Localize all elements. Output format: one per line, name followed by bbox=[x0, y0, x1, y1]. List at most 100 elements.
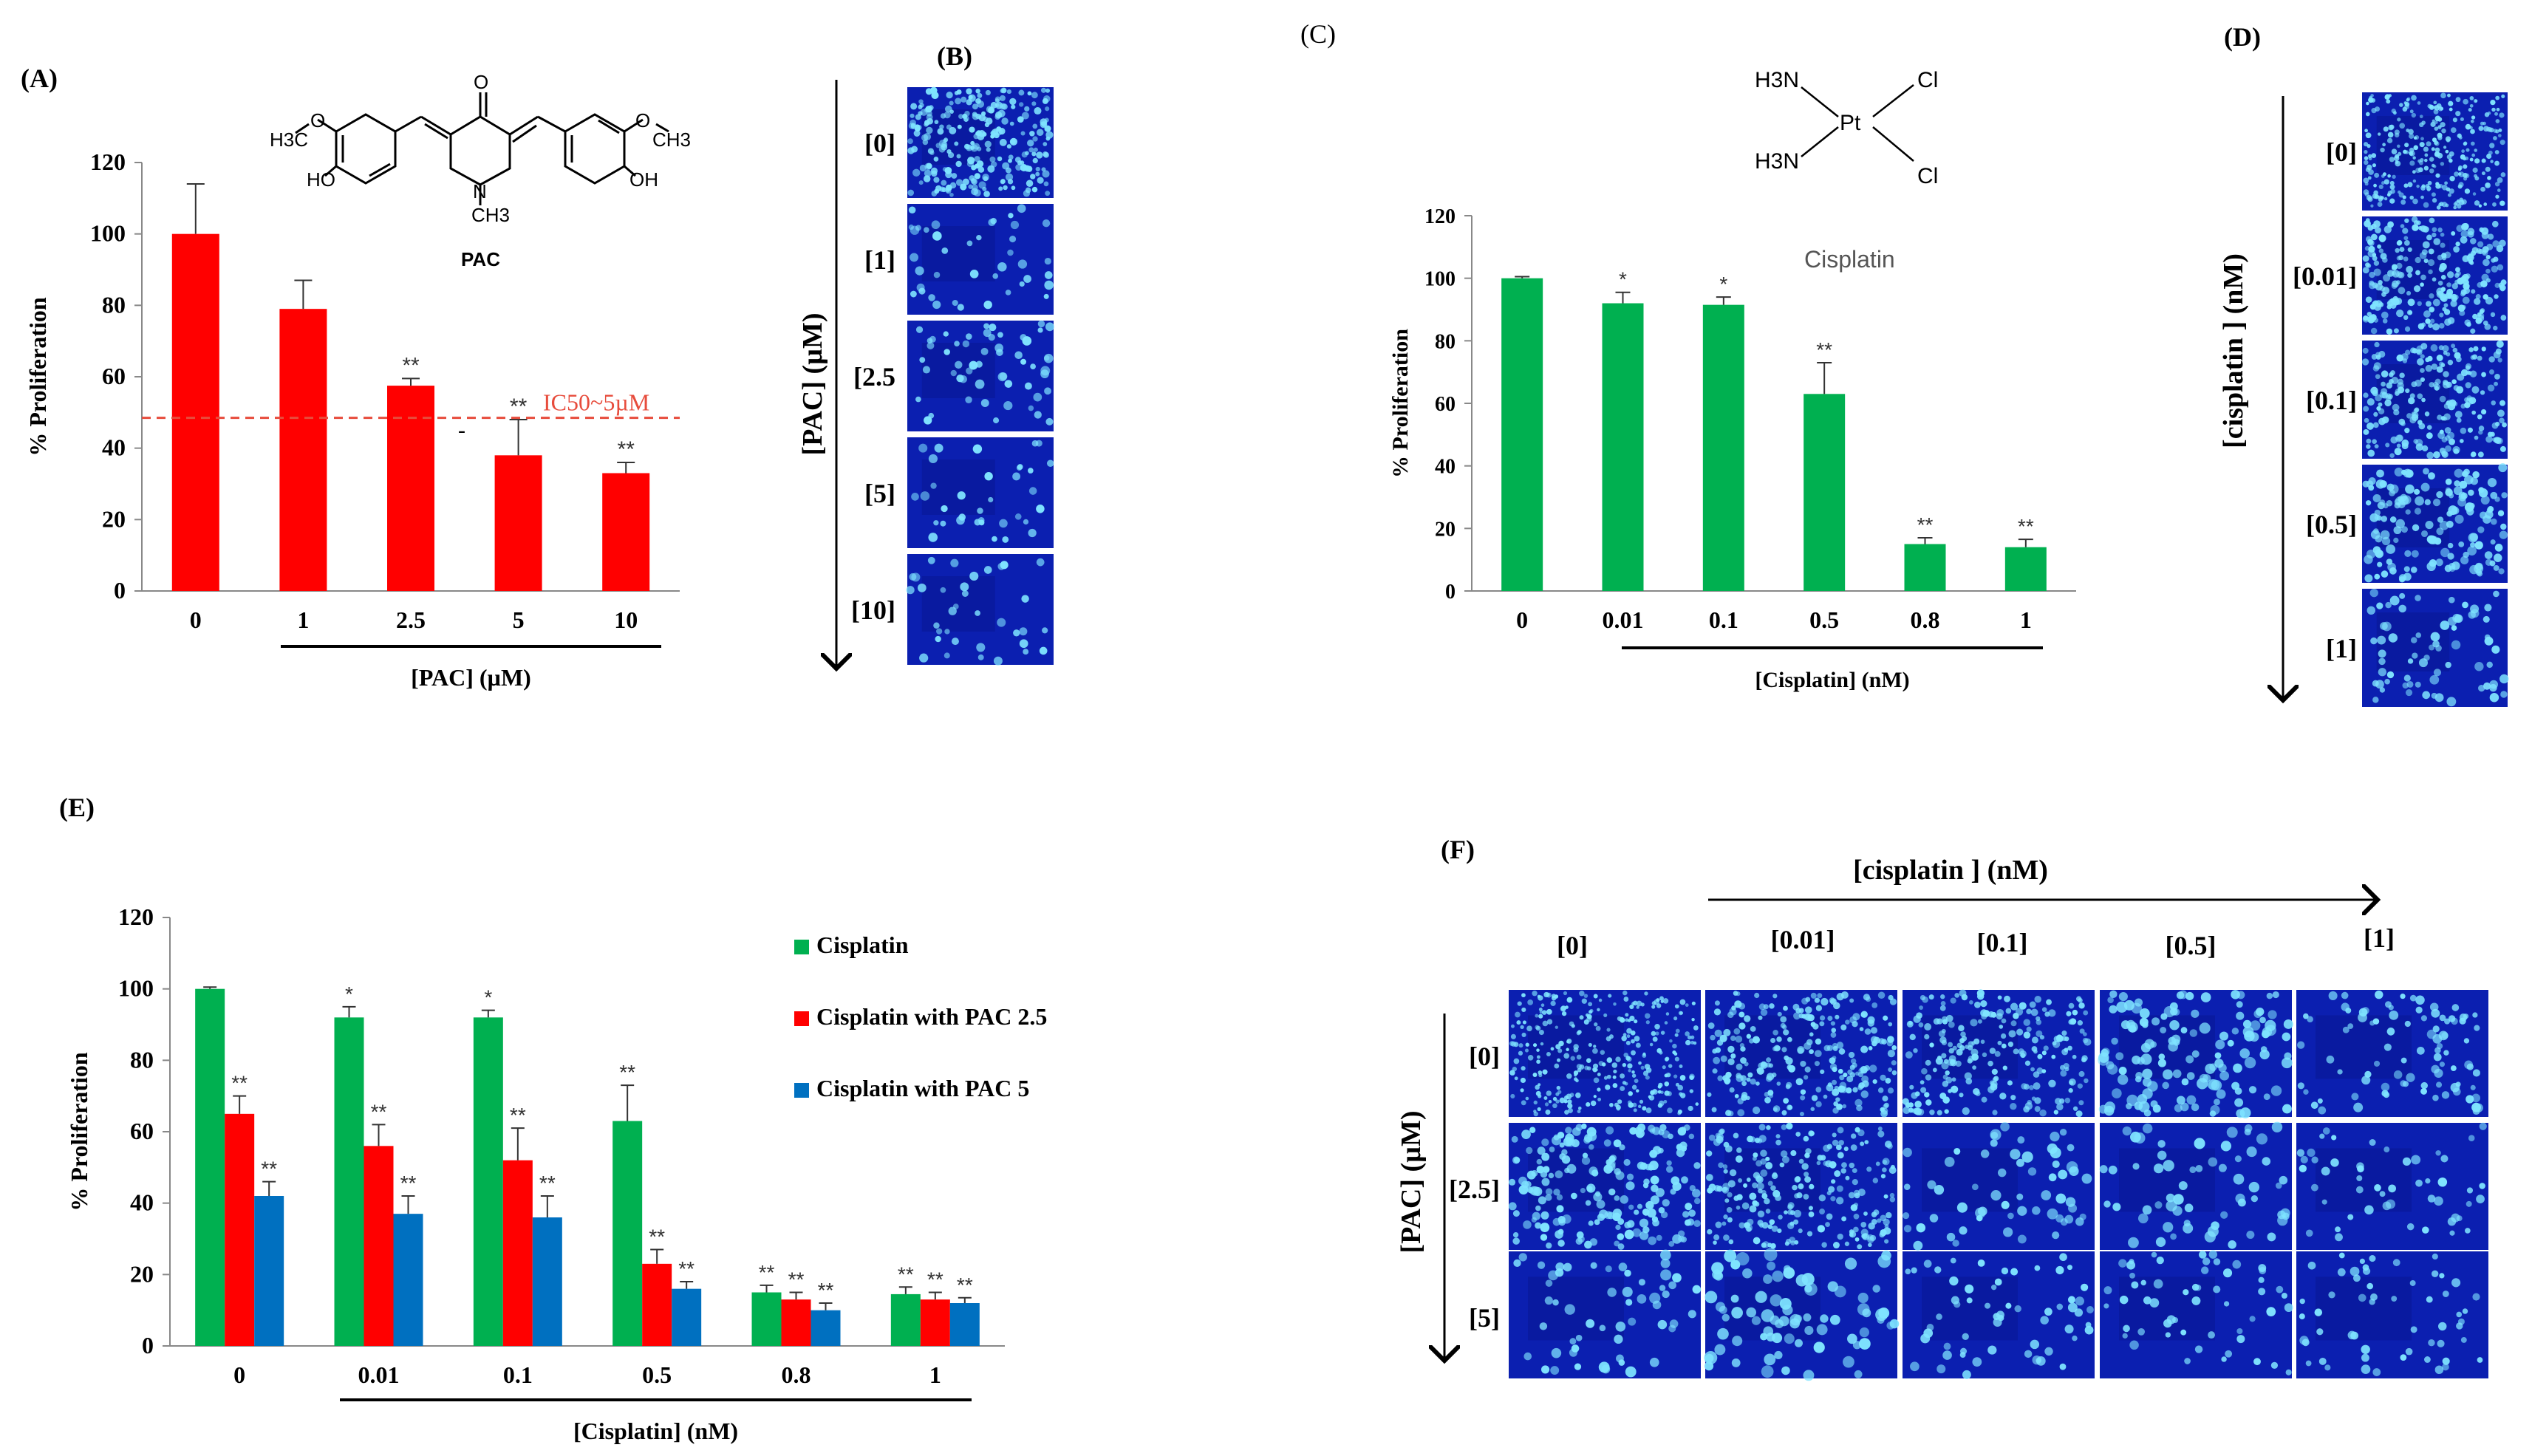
cell-nucleus bbox=[1672, 1050, 1676, 1055]
cell-nucleus bbox=[1685, 1003, 1689, 1007]
cell-nucleus bbox=[2440, 232, 2445, 237]
cell-nucleus bbox=[1794, 1176, 1801, 1183]
cell-nucleus bbox=[1027, 140, 1034, 147]
cell-nucleus bbox=[2472, 192, 2477, 196]
cell-nucleus bbox=[2477, 281, 2483, 288]
cell-nucleus bbox=[1854, 1127, 1860, 1132]
cell-nucleus bbox=[2319, 1133, 2325, 1139]
pac-ho-label: HO bbox=[307, 168, 335, 191]
cell-nucleus bbox=[1574, 1073, 1577, 1077]
cell-nucleus bbox=[1567, 1107, 1574, 1113]
cell-nucleus bbox=[2433, 100, 2437, 105]
cell-nucleus bbox=[2443, 1050, 2449, 1056]
cell-nucleus bbox=[2438, 361, 2444, 367]
cell-nucleus bbox=[1852, 1087, 1858, 1093]
cell-nucleus bbox=[2284, 1303, 2293, 1313]
cell-nucleus bbox=[2383, 1146, 2390, 1152]
cell-nucleus bbox=[2227, 1039, 2234, 1047]
cell-nucleus bbox=[2420, 195, 2424, 199]
cell-nucleus bbox=[949, 100, 954, 106]
cell-nucleus bbox=[1714, 1000, 1720, 1006]
cell-nucleus bbox=[1914, 1101, 1922, 1108]
significance-mark: ** bbox=[788, 1268, 805, 1291]
cell-nucleus bbox=[1725, 1110, 1732, 1116]
cell-nucleus bbox=[2486, 507, 2494, 513]
cell-nucleus bbox=[2424, 1356, 2431, 1363]
cell-nucleus bbox=[1854, 1098, 1863, 1107]
cell-nucleus bbox=[2393, 328, 2399, 334]
cell-nucleus bbox=[943, 331, 949, 337]
cell-nucleus bbox=[1545, 1188, 1553, 1196]
cell-nucleus bbox=[1864, 1028, 1871, 1035]
cell-nucleus bbox=[2376, 602, 2383, 609]
cell-nucleus bbox=[1552, 1096, 1557, 1101]
cell-nucleus bbox=[2371, 108, 2377, 114]
cell-nucleus bbox=[1780, 1022, 1786, 1028]
cell-nucleus bbox=[1631, 1073, 1637, 1078]
cell-nucleus bbox=[1809, 1032, 1814, 1037]
cell-nucleus bbox=[912, 168, 921, 177]
cell-nucleus bbox=[2451, 344, 2456, 349]
cell-nucleus bbox=[2431, 692, 2437, 699]
micrograph-image bbox=[1705, 1122, 1897, 1250]
cell-nucleus bbox=[1766, 1125, 1771, 1130]
cell-nucleus bbox=[1009, 236, 1017, 243]
cell-nucleus bbox=[2412, 156, 2416, 160]
cell-nucleus bbox=[1950, 1257, 1956, 1264]
cell-nucleus bbox=[1551, 1347, 1562, 1358]
cell-nucleus bbox=[1951, 1077, 1956, 1082]
cell-nucleus bbox=[2465, 382, 2471, 389]
cell-nucleus bbox=[1629, 1015, 1635, 1022]
cell-nucleus bbox=[2483, 682, 2491, 690]
cell-nucleus bbox=[2481, 273, 2489, 281]
cell-nucleus bbox=[2412, 652, 2418, 659]
cell-nucleus bbox=[1009, 98, 1017, 106]
cell-nucleus bbox=[1837, 1127, 1844, 1134]
cell-nucleus bbox=[1037, 177, 1044, 184]
cell-nucleus bbox=[1586, 1058, 1591, 1063]
cell-nucleus bbox=[1646, 1208, 1656, 1218]
cell-nucleus bbox=[2412, 224, 2419, 231]
cell-nucleus bbox=[1780, 1150, 1788, 1158]
cell-nucleus bbox=[1612, 1212, 1621, 1222]
cell-nucleus bbox=[2412, 524, 2420, 532]
cell-nucleus bbox=[2415, 443, 2423, 451]
cell-nucleus bbox=[2421, 445, 2429, 452]
cell-nucleus bbox=[998, 186, 1003, 191]
cell-nucleus bbox=[1814, 1050, 1822, 1058]
cell-nucleus bbox=[2365, 262, 2370, 267]
cell-nucleus bbox=[2448, 596, 2455, 604]
cell-nucleus bbox=[2064, 1325, 2074, 1334]
cell-nucleus bbox=[2456, 225, 2464, 232]
cell-nucleus bbox=[2372, 493, 2381, 503]
cell-nucleus bbox=[1763, 1274, 1772, 1284]
cell-nucleus bbox=[1688, 1310, 1696, 1319]
cell-nucleus bbox=[1570, 1056, 1575, 1061]
cell-nucleus bbox=[1727, 1217, 1733, 1223]
significance-mark: ** bbox=[678, 1257, 695, 1280]
cell-nucleus bbox=[2369, 271, 2375, 278]
cell-nucleus bbox=[1821, 1242, 1827, 1248]
cell-nucleus bbox=[1566, 1138, 1574, 1146]
cell-nucleus bbox=[2465, 123, 2471, 130]
cell-nucleus bbox=[2440, 106, 2444, 111]
cell-nucleus bbox=[1825, 1222, 1830, 1227]
cell-nucleus bbox=[2364, 1205, 2374, 1215]
cell-nucleus bbox=[2157, 1059, 2166, 1067]
cell-nucleus bbox=[2173, 1039, 2180, 1046]
cell-nucleus bbox=[2366, 438, 2372, 444]
cell-nucleus bbox=[1567, 1099, 1572, 1104]
cell-nucleus bbox=[1017, 259, 1028, 269]
cell-nucleus bbox=[2383, 1043, 2392, 1051]
cell-nucleus bbox=[1656, 998, 1660, 1002]
cell-nucleus bbox=[1932, 1067, 1937, 1073]
cell-nucleus bbox=[1593, 1045, 1597, 1048]
cell-nucleus bbox=[2420, 1087, 2428, 1095]
cell-nucleus bbox=[1835, 1014, 1840, 1019]
cell-nucleus bbox=[2436, 205, 2441, 210]
cell-nucleus bbox=[2474, 435, 2479, 440]
cell-nucleus bbox=[1631, 1070, 1635, 1074]
cell-nucleus bbox=[2443, 413, 2451, 420]
cell-nucleus bbox=[2421, 397, 2426, 403]
cell-nucleus bbox=[2441, 253, 2447, 259]
